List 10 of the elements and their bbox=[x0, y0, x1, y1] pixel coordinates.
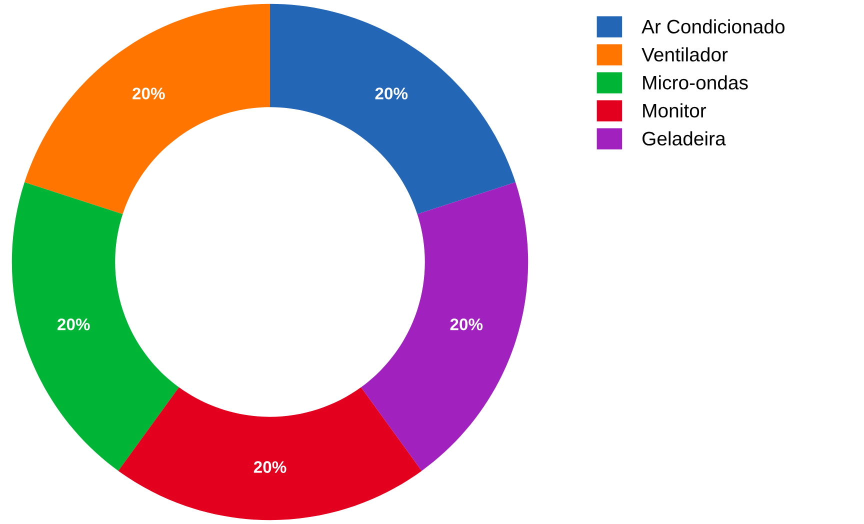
legend-label: Ventilador bbox=[642, 47, 728, 62]
data-label: 20% bbox=[58, 318, 90, 330]
legend-label: Micro-ondas bbox=[643, 75, 748, 90]
legend-label: Ar Condicionado bbox=[642, 19, 784, 34]
data-label: 20% bbox=[450, 318, 483, 330]
data-label: 20% bbox=[132, 88, 165, 100]
data-label: 20% bbox=[375, 88, 408, 100]
data-label: 20% bbox=[254, 461, 286, 473]
legend-label: Geladeira bbox=[642, 131, 726, 146]
legend-label: Monitor bbox=[643, 103, 706, 118]
